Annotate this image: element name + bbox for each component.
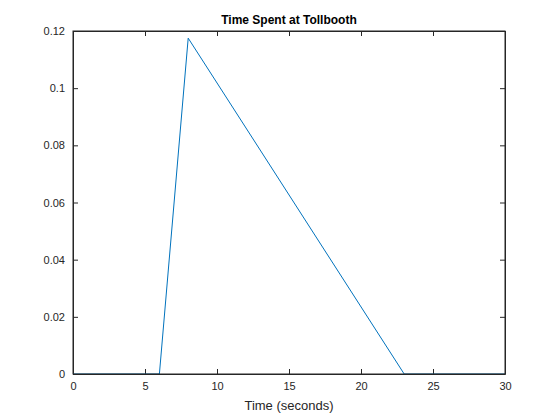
tick-label: 20	[355, 380, 367, 392]
tick	[217, 31, 218, 36]
tick-mark	[73, 88, 78, 89]
tick-mark	[289, 31, 290, 36]
tick-mark	[500, 260, 505, 261]
tick-mark	[217, 31, 218, 36]
tick-label: 30	[499, 380, 511, 392]
tick-mark	[289, 369, 290, 374]
tick-label: 5	[142, 380, 148, 392]
tick	[289, 31, 290, 36]
tick: 25	[427, 369, 439, 392]
tick-mark	[361, 31, 362, 36]
tick-label: 0	[59, 368, 65, 380]
tick-label: 0.02	[44, 311, 65, 323]
line	[73, 38, 505, 374]
tick: 5	[142, 369, 148, 392]
tick-mark	[500, 317, 505, 318]
tick-mark	[217, 369, 218, 374]
tick	[361, 31, 362, 36]
tick	[500, 317, 505, 318]
tick-label: 25	[427, 380, 439, 392]
tick-mark	[500, 145, 505, 146]
title: Time Spent at Tollbooth	[221, 13, 357, 27]
tick-label: 0	[70, 380, 76, 392]
tick-label: 15	[283, 380, 295, 392]
tick-mark	[433, 31, 434, 36]
tick-mark	[361, 369, 362, 374]
tick-mark	[500, 88, 505, 89]
tick-mark	[73, 203, 78, 204]
tick-mark	[500, 203, 505, 204]
x-axis-top	[74, 31, 506, 36]
plot-area: 0 5 10 15 20 25 30 0 0.02 0.04 0.06 0.08 0.1 0.12	[44, 25, 512, 392]
tick-mark	[73, 260, 78, 261]
plot-frame	[73, 31, 505, 374]
tick: 0.1	[50, 82, 78, 94]
tick	[433, 31, 434, 36]
tick-mark	[73, 317, 78, 318]
x-axis: 0 5 10 15 20 25 30	[70, 369, 511, 392]
tick-label: 0.06	[44, 197, 65, 209]
plot-background	[73, 31, 505, 374]
tick-label: 10	[211, 380, 223, 392]
tick-mark	[73, 145, 78, 146]
tick-mark	[145, 31, 146, 36]
tick-mark	[145, 369, 146, 374]
tick	[145, 31, 146, 36]
tick	[500, 203, 505, 204]
tick-label: 0.1	[50, 82, 65, 94]
series	[73, 38, 505, 374]
tick	[500, 88, 505, 89]
tick-label: 0.04	[44, 254, 65, 266]
tick-label: 0.12	[44, 25, 65, 37]
tick: 20	[355, 369, 367, 392]
chart: 0 5 10 15 20 25 30 0 0.02 0.04 0.06 0.08 0.1 0.12 Time…	[0, 0, 560, 420]
tick: 15	[283, 369, 295, 392]
tick-mark	[433, 369, 434, 374]
tick	[500, 260, 505, 261]
tick-label: 0.08	[44, 139, 65, 151]
tick: 10	[211, 369, 223, 392]
tick	[500, 145, 505, 146]
x-axis-title: Time (seconds)	[244, 398, 333, 413]
